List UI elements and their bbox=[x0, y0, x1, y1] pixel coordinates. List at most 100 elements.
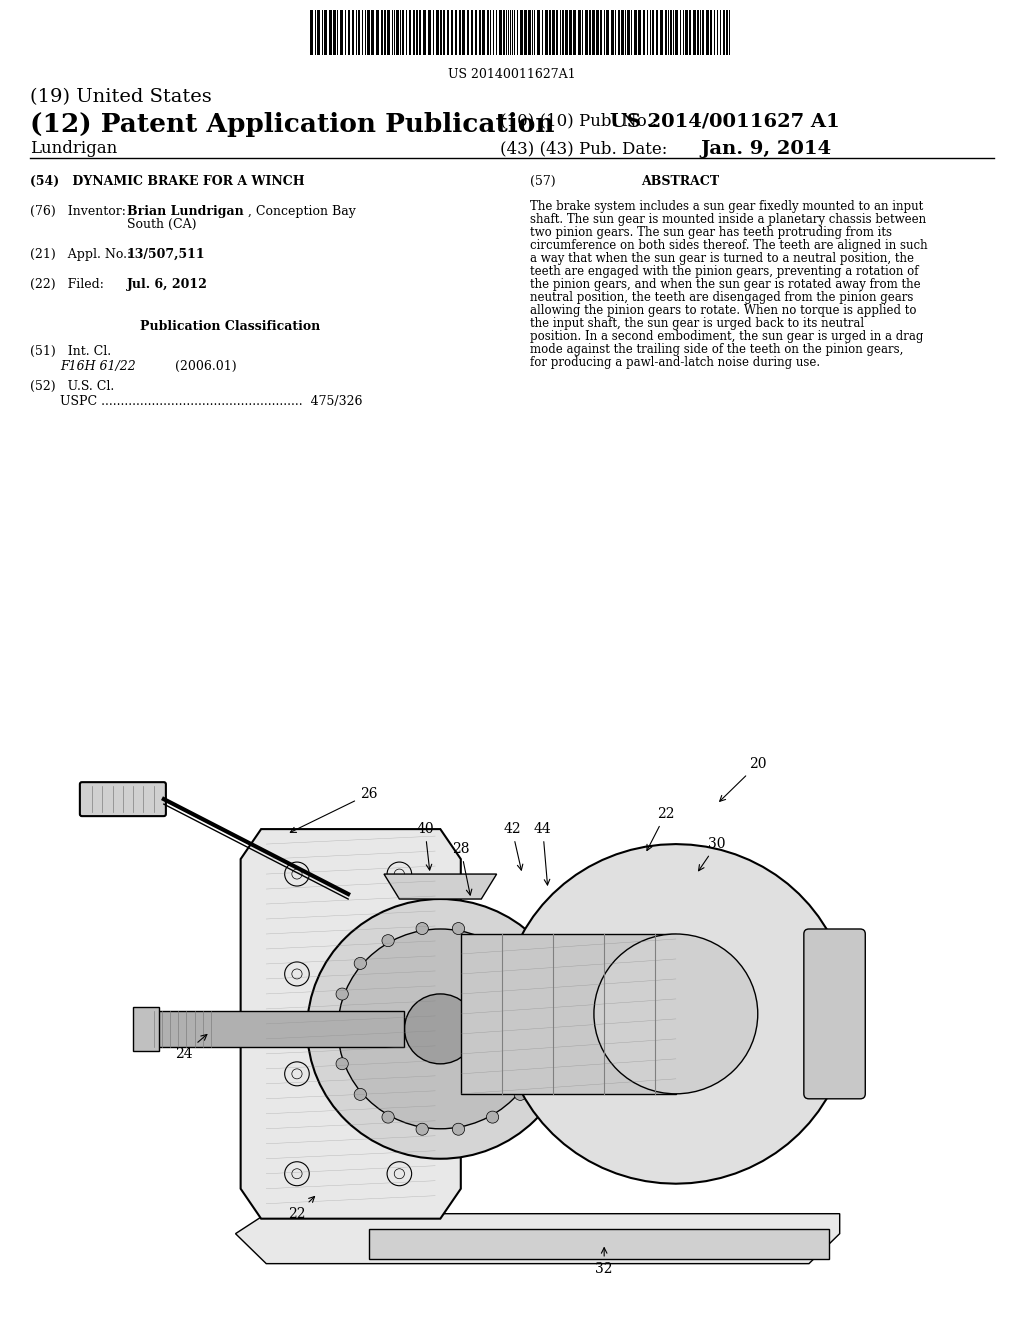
Text: 26: 26 bbox=[291, 787, 378, 833]
Bar bbox=[348, 11, 350, 55]
Circle shape bbox=[338, 929, 543, 1129]
Bar bbox=[467, 11, 469, 55]
Circle shape bbox=[594, 935, 758, 1094]
Polygon shape bbox=[384, 874, 497, 899]
Text: Jul. 6, 2012: Jul. 6, 2012 bbox=[127, 279, 208, 290]
Text: a way that when the sun gear is turned to a neutral position, the: a way that when the sun gear is turned t… bbox=[530, 252, 914, 265]
Text: (21)   Appl. No.:: (21) Appl. No.: bbox=[30, 248, 131, 261]
Circle shape bbox=[532, 989, 545, 1001]
Bar bbox=[459, 11, 461, 55]
Bar bbox=[499, 11, 502, 55]
Bar bbox=[503, 11, 505, 55]
Circle shape bbox=[330, 1023, 342, 1035]
Text: , Conception Bay: , Conception Bay bbox=[248, 205, 356, 218]
Bar bbox=[324, 11, 327, 55]
Text: 28: 28 bbox=[452, 842, 472, 895]
Text: US 2014/0011627 A1: US 2014/0011627 A1 bbox=[610, 112, 840, 129]
Bar bbox=[317, 11, 319, 55]
Bar bbox=[556, 11, 558, 55]
Text: 42: 42 bbox=[503, 822, 523, 870]
Bar bbox=[685, 11, 688, 55]
Text: 44: 44 bbox=[534, 822, 552, 884]
Bar bbox=[358, 11, 360, 55]
Text: USPC ....................................................  475/326: USPC ...................................… bbox=[60, 395, 362, 408]
Text: (43) (43) Pub. Date:: (43) (43) Pub. Date: bbox=[500, 140, 668, 157]
Text: (76)   Inventor:: (76) Inventor: bbox=[30, 205, 126, 218]
Bar bbox=[528, 11, 531, 55]
Bar bbox=[606, 11, 609, 55]
Bar bbox=[689, 11, 691, 55]
Bar bbox=[537, 11, 540, 55]
Text: position. In a second embodiment, the sun gear is urged in a drag: position. In a second embodiment, the su… bbox=[530, 330, 924, 343]
Text: the input shaft, the sun gear is urged back to its neutral: the input shaft, the sun gear is urged b… bbox=[530, 317, 864, 330]
Bar bbox=[592, 11, 595, 55]
Text: 13/507,511: 13/507,511 bbox=[127, 248, 206, 261]
Text: teeth are engaged with the pinion gears, preventing a rotation of: teeth are engaged with the pinion gears,… bbox=[530, 265, 919, 279]
Bar bbox=[697, 11, 699, 55]
Text: US 20140011627A1: US 20140011627A1 bbox=[449, 69, 575, 81]
Circle shape bbox=[486, 1111, 499, 1123]
Bar bbox=[726, 11, 728, 55]
Bar bbox=[367, 11, 370, 55]
Bar bbox=[482, 11, 485, 55]
Bar bbox=[643, 11, 645, 55]
Text: (10) (10) Pub. No.:: (10) (10) Pub. No.: bbox=[500, 112, 663, 129]
Bar bbox=[462, 11, 465, 55]
Bar bbox=[552, 11, 555, 55]
Bar bbox=[409, 11, 411, 55]
Bar bbox=[384, 11, 386, 55]
Bar bbox=[723, 11, 725, 55]
Text: 22: 22 bbox=[288, 1196, 314, 1221]
Text: (19) United States: (19) United States bbox=[30, 88, 212, 106]
Text: 30: 30 bbox=[698, 837, 726, 871]
Bar bbox=[376, 11, 379, 55]
Text: shaft. The sun gear is mounted inside a planetary chassis between: shaft. The sun gear is mounted inside a … bbox=[530, 213, 926, 226]
Bar bbox=[600, 11, 602, 55]
Bar bbox=[419, 11, 421, 55]
Circle shape bbox=[382, 935, 394, 946]
Text: the pinion gears, and when the sun gear is rotated away from the: the pinion gears, and when the sun gear … bbox=[530, 279, 921, 290]
Bar bbox=[423, 11, 426, 55]
Bar bbox=[381, 11, 383, 55]
Circle shape bbox=[336, 1057, 348, 1069]
Bar bbox=[545, 11, 548, 55]
Bar bbox=[387, 11, 390, 55]
Text: 40: 40 bbox=[416, 822, 434, 870]
Polygon shape bbox=[502, 843, 850, 1184]
Circle shape bbox=[354, 1089, 367, 1101]
Circle shape bbox=[539, 1023, 551, 1035]
Bar bbox=[133, 1007, 159, 1051]
Circle shape bbox=[416, 1123, 428, 1135]
Bar bbox=[447, 11, 449, 55]
Bar bbox=[352, 11, 354, 55]
Bar bbox=[710, 11, 712, 55]
Bar bbox=[310, 11, 313, 55]
Text: Publication Classification: Publication Classification bbox=[140, 319, 321, 333]
Bar bbox=[340, 11, 343, 55]
Bar bbox=[596, 11, 599, 55]
Text: 24: 24 bbox=[175, 1035, 207, 1061]
Text: (2006.01): (2006.01) bbox=[175, 360, 237, 374]
Text: (54)   DYNAMIC BRAKE FOR A WINCH: (54) DYNAMIC BRAKE FOR A WINCH bbox=[30, 176, 304, 187]
Text: (12) Patent Application Publication: (12) Patent Application Publication bbox=[30, 112, 555, 137]
Bar bbox=[436, 11, 439, 55]
Text: (22)   Filed:: (22) Filed: bbox=[30, 279, 103, 290]
Bar bbox=[440, 11, 442, 55]
Bar bbox=[520, 11, 523, 55]
Bar bbox=[416, 11, 418, 55]
Bar bbox=[487, 11, 489, 55]
Bar bbox=[479, 11, 481, 55]
Bar bbox=[396, 11, 399, 55]
Bar bbox=[461, 935, 676, 1094]
Circle shape bbox=[532, 1057, 545, 1069]
Circle shape bbox=[404, 994, 476, 1064]
Circle shape bbox=[453, 923, 465, 935]
Bar bbox=[455, 11, 457, 55]
Bar bbox=[693, 11, 696, 55]
Bar bbox=[549, 11, 551, 55]
Bar bbox=[443, 11, 445, 55]
Bar bbox=[638, 11, 641, 55]
Circle shape bbox=[382, 1111, 394, 1123]
Text: 32: 32 bbox=[595, 1247, 613, 1275]
Circle shape bbox=[486, 935, 499, 946]
